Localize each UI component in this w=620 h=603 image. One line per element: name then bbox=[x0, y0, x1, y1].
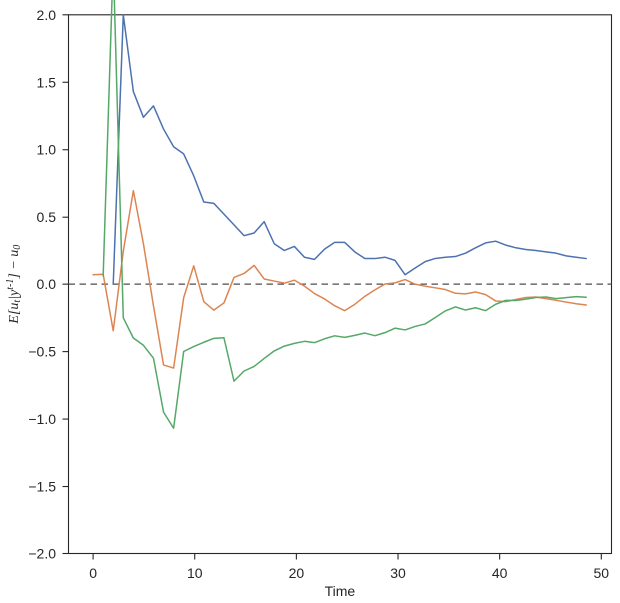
svg-text:−2.0: −2.0 bbox=[28, 546, 56, 562]
svg-text:1.5: 1.5 bbox=[37, 74, 57, 90]
svg-text:2.0: 2.0 bbox=[37, 7, 57, 23]
svg-text:0.0: 0.0 bbox=[37, 276, 57, 292]
svg-text:40: 40 bbox=[492, 565, 508, 581]
svg-text:20: 20 bbox=[289, 565, 305, 581]
svg-text:−1.5: −1.5 bbox=[28, 479, 56, 495]
svg-text:30: 30 bbox=[390, 565, 406, 581]
svg-text:10: 10 bbox=[187, 565, 203, 581]
svg-text:Time: Time bbox=[325, 583, 356, 599]
svg-text:50: 50 bbox=[594, 565, 610, 581]
svg-text:0: 0 bbox=[89, 565, 97, 581]
svg-text:E[ut|yt-1] − u0: E[ut|yt-1] − u0 bbox=[5, 245, 23, 325]
svg-text:0.5: 0.5 bbox=[37, 209, 57, 225]
svg-text:−0.5: −0.5 bbox=[28, 344, 56, 360]
svg-text:−1.0: −1.0 bbox=[28, 411, 56, 427]
svg-text:1.0: 1.0 bbox=[37, 142, 57, 158]
